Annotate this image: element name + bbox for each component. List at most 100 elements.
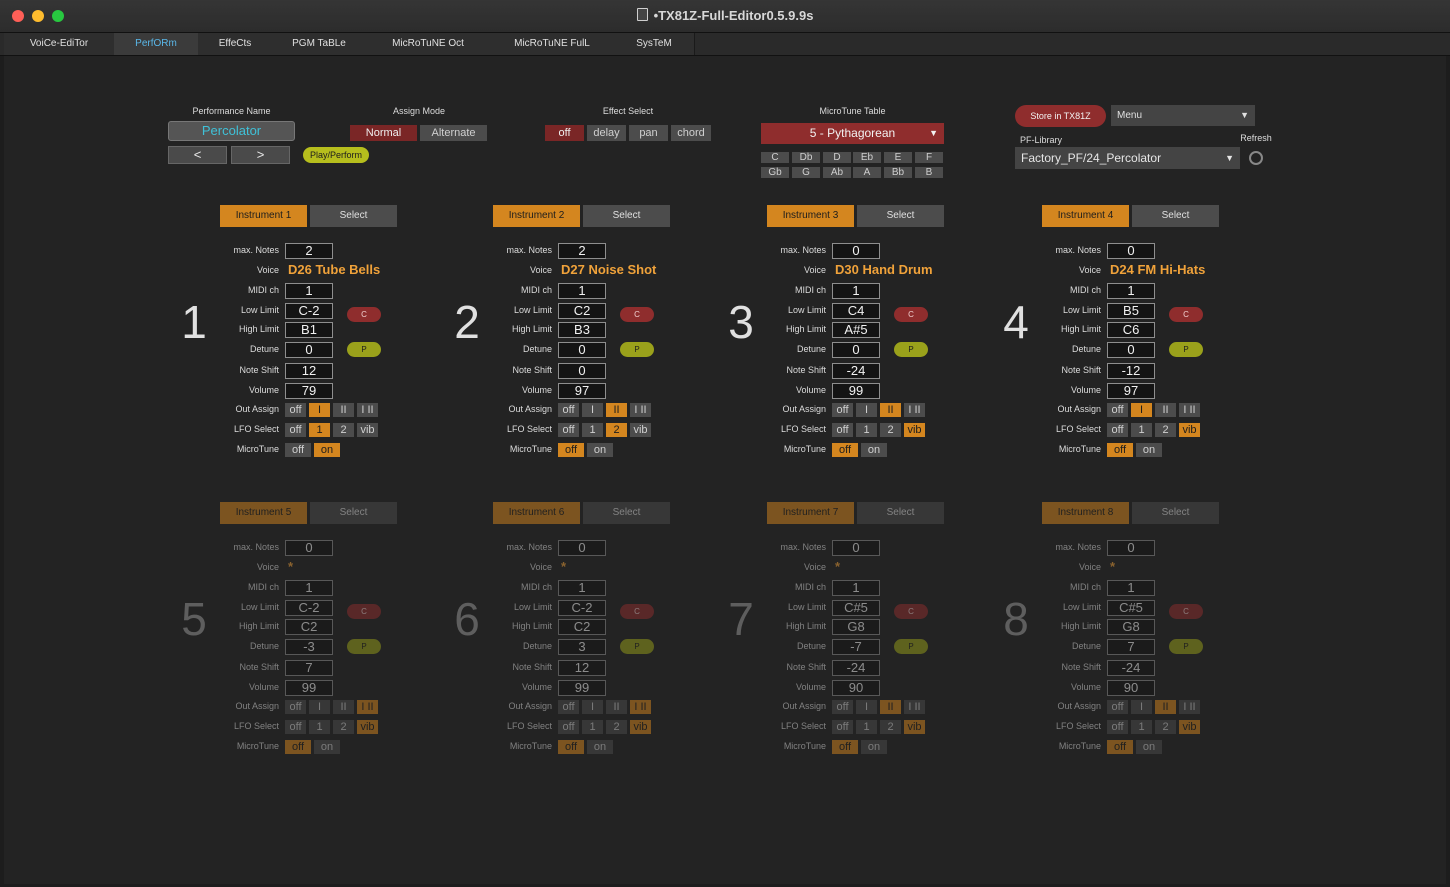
instrument-7-select-button[interactable]: Select — [857, 502, 944, 524]
copy-c-button[interactable]: C — [894, 307, 928, 322]
lfo-select-off-button[interactable]: off — [832, 423, 853, 437]
out-assign-off-button[interactable]: off — [1107, 700, 1128, 714]
volume-field[interactable]: 79 — [285, 383, 333, 399]
copy-c-button[interactable]: C — [1169, 604, 1203, 619]
out-assign-i-button[interactable]: I — [582, 403, 603, 417]
midi-channel-field[interactable]: 1 — [285, 580, 333, 596]
volume-field[interactable]: 97 — [558, 383, 606, 399]
note-shift-field[interactable]: 12 — [285, 363, 333, 379]
low-limit-field[interactable]: C-2 — [285, 303, 333, 319]
microtune-off-button[interactable]: off — [558, 443, 584, 457]
instrument-2-select-button[interactable]: Select — [583, 205, 670, 227]
refresh-button[interactable] — [1249, 151, 1263, 165]
out-assign-ii-button[interactable]: II — [880, 700, 901, 714]
out-assign-iii-button[interactable]: I II — [1179, 403, 1200, 417]
out-assign-iii-button[interactable]: I II — [630, 403, 651, 417]
tab-voice-editor[interactable]: VoiCe-EdiTor — [4, 33, 115, 55]
out-assign-i-button[interactable]: I — [1131, 700, 1152, 714]
lfo-select-1-button[interactable]: 1 — [582, 720, 603, 734]
out-assign-ii-button[interactable]: II — [1155, 700, 1176, 714]
lfo-select-off-button[interactable]: off — [285, 720, 306, 734]
midi-channel-field[interactable]: 1 — [285, 283, 333, 299]
microtune-note-e[interactable]: E — [884, 152, 912, 163]
pf-library-select[interactable]: Factory_PF/24_Percolator ▼ — [1015, 147, 1240, 169]
volume-field[interactable]: 97 — [1107, 383, 1155, 399]
lfo-select-2-button[interactable]: 2 — [606, 423, 627, 437]
out-assign-i-button[interactable]: I — [582, 700, 603, 714]
midi-channel-field[interactable]: 1 — [1107, 283, 1155, 299]
out-assign-off-button[interactable]: off — [558, 403, 579, 417]
microtune-note-bb[interactable]: Bb — [884, 167, 912, 178]
midi-channel-field[interactable]: 1 — [558, 283, 606, 299]
max-notes-field[interactable]: 2 — [285, 243, 333, 259]
detune-field[interactable]: -7 — [832, 639, 880, 655]
lfo-select-1-button[interactable]: 1 — [309, 423, 330, 437]
out-assign-off-button[interactable]: off — [832, 700, 853, 714]
midi-channel-field[interactable]: 1 — [1107, 580, 1155, 596]
lfo-select-vib-button[interactable]: vib — [357, 720, 378, 734]
low-limit-field[interactable]: C4 — [832, 303, 880, 319]
detune-field[interactable]: 3 — [558, 639, 606, 655]
volume-field[interactable]: 90 — [1107, 680, 1155, 696]
microtune-on-button[interactable]: on — [1136, 740, 1162, 754]
prev-performance-button[interactable]: < — [168, 146, 227, 164]
copy-c-button[interactable]: C — [620, 307, 654, 322]
detune-field[interactable]: 0 — [558, 342, 606, 358]
voice-name[interactable]: D30 Hand Drum — [835, 262, 933, 277]
microtune-note-d[interactable]: D — [823, 152, 851, 163]
tab-microtune-oct[interactable]: MicRoTuNE Oct — [366, 33, 491, 55]
lfo-select-off-button[interactable]: off — [832, 720, 853, 734]
copy-c-button[interactable]: C — [894, 604, 928, 619]
lfo-select-2-button[interactable]: 2 — [1155, 720, 1176, 734]
instrument-7-button[interactable]: Instrument 7 — [767, 502, 854, 524]
microtune-off-button[interactable]: off — [832, 740, 858, 754]
play-perform-button[interactable]: Play/Perform — [303, 147, 369, 163]
low-limit-field[interactable]: C#5 — [1107, 600, 1155, 616]
max-notes-field[interactable]: 0 — [1107, 540, 1155, 556]
note-shift-field[interactable]: -24 — [832, 363, 880, 379]
out-assign-i-button[interactable]: I — [856, 403, 877, 417]
lfo-select-1-button[interactable]: 1 — [1131, 720, 1152, 734]
microtune-off-button[interactable]: off — [1107, 740, 1133, 754]
voice-name[interactable]: D24 FM Hi-Hats — [1110, 262, 1206, 277]
effect-delay-button[interactable]: delay — [587, 125, 626, 141]
microtune-on-button[interactable]: on — [314, 740, 340, 754]
microtune-on-button[interactable]: on — [587, 740, 613, 754]
high-limit-field[interactable]: B3 — [558, 322, 606, 338]
out-assign-iii-button[interactable]: I II — [357, 700, 378, 714]
lfo-select-vib-button[interactable]: vib — [1179, 720, 1200, 734]
instrument-8-select-button[interactable]: Select — [1132, 502, 1219, 524]
lfo-select-vib-button[interactable]: vib — [904, 720, 925, 734]
lfo-select-vib-button[interactable]: vib — [630, 720, 651, 734]
out-assign-iii-button[interactable]: I II — [1179, 700, 1200, 714]
instrument-5-button[interactable]: Instrument 5 — [220, 502, 307, 524]
note-shift-field[interactable]: -12 — [1107, 363, 1155, 379]
out-assign-ii-button[interactable]: II — [1155, 403, 1176, 417]
microtune-note-gb[interactable]: Gb — [761, 167, 789, 178]
note-shift-field[interactable]: -24 — [1107, 660, 1155, 676]
instrument-2-button[interactable]: Instrument 2 — [493, 205, 580, 227]
voice-name[interactable]: * — [835, 559, 841, 574]
next-performance-button[interactable]: > — [231, 146, 290, 164]
paste-p-button[interactable]: P — [347, 342, 381, 357]
note-shift-field[interactable]: 12 — [558, 660, 606, 676]
out-assign-i-button[interactable]: I — [309, 403, 330, 417]
volume-field[interactable]: 99 — [832, 383, 880, 399]
lfo-select-1-button[interactable]: 1 — [582, 423, 603, 437]
high-limit-field[interactable]: C2 — [285, 619, 333, 635]
microtune-note-f[interactable]: F — [915, 152, 943, 163]
lfo-select-vib-button[interactable]: vib — [904, 423, 925, 437]
tab-pgm-table[interactable]: PGM TaBLe — [272, 33, 367, 55]
microtune-off-button[interactable]: off — [1107, 443, 1133, 457]
microtune-on-button[interactable]: on — [1136, 443, 1162, 457]
low-limit-field[interactable]: C#5 — [832, 600, 880, 616]
detune-field[interactable]: 7 — [1107, 639, 1155, 655]
voice-name[interactable]: * — [288, 559, 294, 574]
microtune-off-button[interactable]: off — [285, 740, 311, 754]
high-limit-field[interactable]: B1 — [285, 322, 333, 338]
microtune-off-button[interactable]: off — [285, 443, 311, 457]
detune-field[interactable]: 0 — [285, 342, 333, 358]
effect-off-button[interactable]: off — [545, 125, 584, 141]
microtune-on-button[interactable]: on — [587, 443, 613, 457]
microtune-note-b[interactable]: B — [915, 167, 943, 178]
